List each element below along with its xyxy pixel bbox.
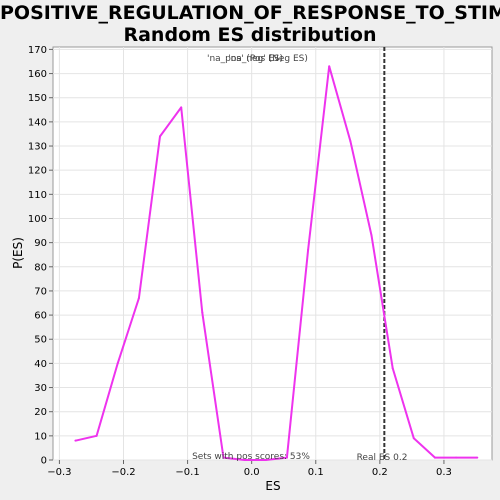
x-tick-label: 0.2 bbox=[372, 467, 388, 478]
x-axis-label: ES bbox=[265, 479, 280, 493]
series-group bbox=[74, 65, 479, 461]
sets-with-pos-scores: Sets with pos scores: 53% bbox=[192, 452, 310, 462]
gridlines bbox=[53, 47, 492, 461]
chart-title: POSITIVE_REGULATION_OF_RESPONSE_TO_STIMU… bbox=[0, 2, 500, 46]
y-tick-label: 50 bbox=[34, 335, 47, 346]
data-point bbox=[476, 456, 479, 459]
y-tick-label: 120 bbox=[28, 166, 47, 177]
data-point bbox=[307, 248, 310, 251]
data-point bbox=[285, 456, 288, 459]
x-tick-label: −0.3 bbox=[47, 467, 71, 478]
y-tick-label: 0 bbox=[41, 456, 47, 467]
data-point bbox=[180, 106, 183, 109]
data-point bbox=[412, 437, 415, 440]
y-tick-label: 40 bbox=[34, 359, 47, 370]
y-tick-label: 100 bbox=[28, 214, 47, 225]
data-point bbox=[137, 297, 140, 300]
data-point bbox=[201, 311, 204, 314]
y-tick-label: 10 bbox=[34, 431, 47, 442]
real-es-label: Real ES 0.2 bbox=[357, 453, 408, 463]
data-point bbox=[370, 234, 373, 237]
data-point bbox=[455, 456, 458, 459]
series-line bbox=[75, 65, 478, 461]
data-point bbox=[222, 456, 225, 459]
data-point bbox=[116, 362, 119, 365]
y-axis-label: P(ES) bbox=[11, 237, 25, 269]
y-axis-ticks: 0 10 20 30 40 50 60 70 80 90 100 110 120 130 140 150 160… bbox=[28, 45, 53, 467]
y-tick-label: 60 bbox=[34, 311, 47, 322]
x-tick-label: 0.0 bbox=[244, 467, 260, 478]
data-point bbox=[349, 140, 352, 143]
y-tick-label: 70 bbox=[34, 286, 47, 297]
data-point bbox=[243, 459, 246, 461]
x-tick-label: −0.2 bbox=[111, 467, 135, 478]
data-point bbox=[264, 459, 267, 461]
y-tick-label: 30 bbox=[34, 383, 47, 394]
x-tick-label: 0.3 bbox=[436, 467, 452, 478]
data-point bbox=[328, 65, 331, 68]
y-tick-label: 110 bbox=[28, 190, 47, 201]
data-point bbox=[159, 135, 162, 138]
y-tick-label: 130 bbox=[28, 142, 47, 153]
data-point bbox=[391, 367, 394, 370]
data-point bbox=[433, 456, 436, 459]
data-point bbox=[74, 439, 77, 442]
legend-label-neg: 'na_neg' (Neg ES) bbox=[228, 54, 308, 64]
data-point bbox=[95, 434, 98, 437]
y-tick-label: 140 bbox=[28, 117, 47, 128]
y-tick-label: 20 bbox=[34, 407, 47, 418]
chart-title-line-1: POSITIVE_REGULATION_OF_RESPONSE_TO_STIMU… bbox=[0, 2, 500, 24]
y-tick-label: 160 bbox=[28, 69, 47, 80]
y-tick-label: 90 bbox=[34, 238, 47, 249]
chart-title-line-2: Random ES distribution bbox=[123, 24, 377, 46]
plot-area bbox=[52, 46, 493, 461]
x-tick-label: 0.1 bbox=[308, 467, 324, 478]
y-tick-label: 170 bbox=[28, 45, 47, 56]
y-tick-label: 150 bbox=[28, 93, 47, 104]
legend-label-pos: 'na_pos' (Pos ES) bbox=[207, 54, 283, 64]
x-tick-label: −0.1 bbox=[175, 467, 199, 478]
y-tick-label: 80 bbox=[34, 262, 47, 273]
